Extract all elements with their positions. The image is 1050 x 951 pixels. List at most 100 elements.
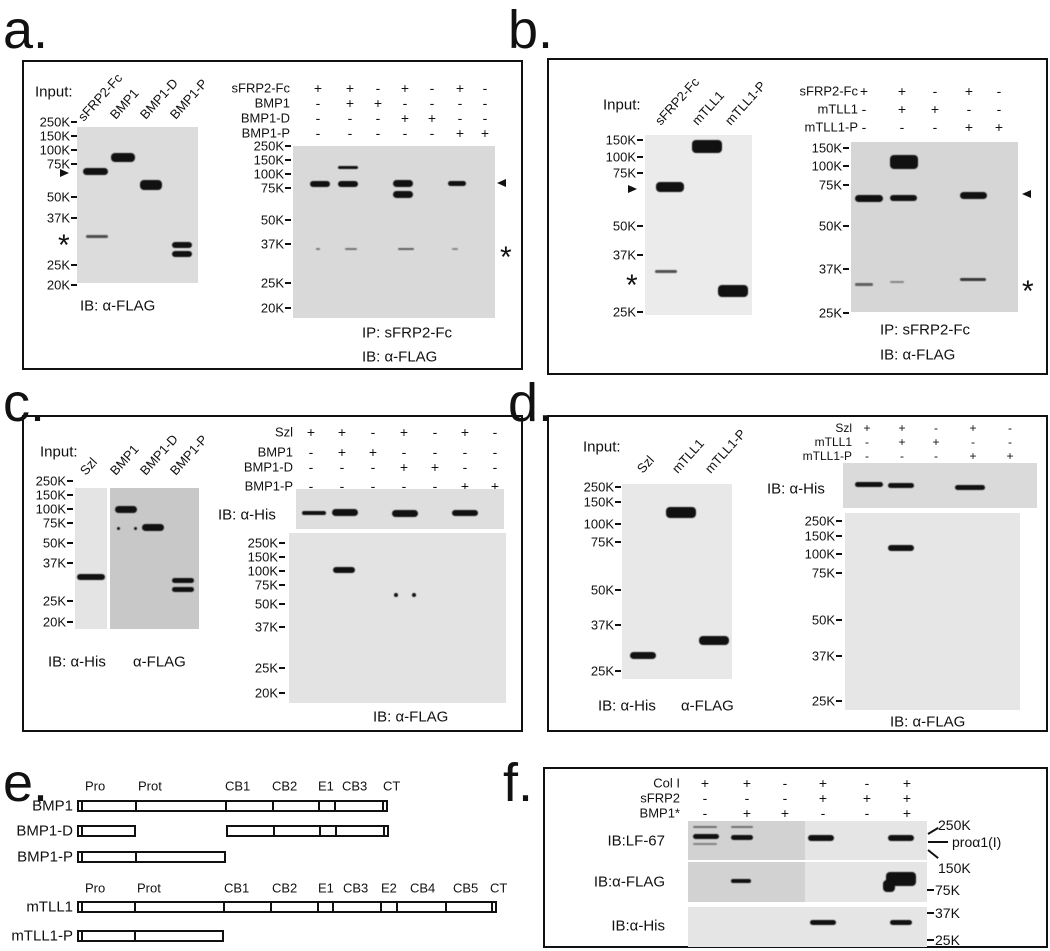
mw-marker-tick <box>285 173 291 175</box>
protein-band <box>83 168 108 175</box>
blot-label: IB:LF-67 <box>607 832 665 850</box>
mw-marker-label: 150K <box>39 128 70 144</box>
condition-value: + <box>460 424 470 440</box>
mw-marker-label: 75K <box>590 534 614 550</box>
mw-marker-label: 25K <box>818 305 842 321</box>
mw-marker-label: 250K <box>247 535 278 551</box>
panel-label: a. <box>3 0 49 60</box>
panel-label: f. <box>503 753 534 813</box>
mw-marker-label: 75K <box>46 156 70 172</box>
domain-label: E1 <box>318 778 334 794</box>
asterisk-marker: * <box>1022 275 1034 308</box>
blot-label: IB: α-His <box>767 480 825 498</box>
protein-band <box>332 509 358 516</box>
mw-marker-tick <box>615 523 621 525</box>
condition-value: + <box>862 790 872 806</box>
condition-label: Szl <box>274 424 293 440</box>
mw-marker-label: 100K <box>253 166 284 182</box>
condition-value: - <box>401 444 407 460</box>
protein-band <box>808 835 834 841</box>
input-label: Input: <box>35 83 73 101</box>
condition-value: - <box>402 95 408 111</box>
condition-value: - <box>966 101 972 117</box>
domain-bar <box>77 901 497 913</box>
domain-boundary <box>334 800 336 812</box>
construct-label: BMP1 <box>32 797 73 815</box>
arrowhead-icon <box>1022 190 1031 198</box>
protein-band <box>115 506 137 513</box>
domain-boundary <box>81 800 83 812</box>
condition-value: - <box>462 459 468 475</box>
domain-label: CT <box>490 880 508 896</box>
domain-label: CB5 <box>453 880 479 896</box>
protein-band <box>172 578 194 583</box>
condition-value: - <box>996 83 1002 99</box>
mw-marker-tick <box>615 589 621 591</box>
blot-caption: α-FLAG <box>133 653 186 671</box>
construct-label: mTLL1-P <box>11 927 73 945</box>
protein-band <box>666 507 696 518</box>
mw-marker-tick <box>279 584 285 586</box>
mw-marker-tick <box>285 145 291 147</box>
protein-band <box>855 283 873 286</box>
condition-value: - <box>971 435 975 449</box>
condition-value: - <box>820 805 826 821</box>
mw-marker-tick <box>285 307 291 309</box>
condition-value: + <box>898 421 906 435</box>
condition-value: + <box>1006 449 1014 463</box>
condition-value: - <box>347 125 353 141</box>
protein-band <box>142 524 164 531</box>
mw-marker-tick <box>67 600 73 602</box>
panel-label: e. <box>3 753 49 813</box>
condition-label: mTLL1 <box>814 435 852 449</box>
domain-boundary <box>81 851 83 863</box>
condition-label: BMP1-P <box>241 125 290 141</box>
mw-marker-tick <box>637 254 643 256</box>
condition-value: + <box>490 478 500 494</box>
mw-marker-tick <box>836 535 842 537</box>
protein-band <box>338 166 358 169</box>
mw-marker-tick <box>67 508 73 510</box>
mw-marker-tick <box>285 219 291 221</box>
condition-value: + <box>368 444 378 460</box>
mw-marker-label: 75K <box>811 565 835 581</box>
domain-boundary <box>317 901 319 913</box>
condition-value: - <box>315 110 321 126</box>
domain-bar <box>77 851 226 863</box>
condition-value: - <box>432 424 438 440</box>
mw-marker-label: 150K <box>247 549 278 565</box>
condition-value: - <box>315 125 321 141</box>
condition-value: - <box>308 444 314 460</box>
condition-value: - <box>370 478 376 494</box>
protein-band <box>693 843 717 845</box>
protein-band <box>699 636 729 645</box>
condition-label: BMP1-D <box>240 110 290 126</box>
construct-label: BMP1-P <box>17 848 73 866</box>
domain-boundary <box>491 901 493 913</box>
condition-value: - <box>492 459 498 475</box>
condition-label: BMP1* <box>639 805 680 821</box>
mw-marker-tick <box>67 522 73 524</box>
domain-boundary <box>134 901 136 913</box>
condition-value: - <box>1008 421 1012 435</box>
condition-value: - <box>492 444 498 460</box>
mw-marker-label: 150K <box>804 528 835 544</box>
condition-value: + <box>399 424 409 440</box>
mw-marker-tick <box>67 621 73 623</box>
arrowhead-icon <box>60 169 69 177</box>
domain-boundary <box>380 901 382 913</box>
blot-caption: IB: α-FLAG <box>80 297 156 315</box>
blot-caption: IB: α-FLAG <box>362 348 438 366</box>
protein-band <box>693 826 717 828</box>
protein-band <box>731 826 753 828</box>
protein-band <box>452 248 458 250</box>
protein-band <box>718 285 748 297</box>
mw-marker-tick <box>67 562 73 564</box>
mw-marker-tick <box>71 121 77 123</box>
mw-marker-tick <box>927 889 934 891</box>
mw-marker-tick <box>836 572 842 574</box>
mw-marker-label: proα1(I) <box>952 834 1002 850</box>
condition-label: BMP1 <box>254 95 290 111</box>
domain-label: Pro <box>85 880 106 896</box>
protein-band <box>692 140 722 153</box>
